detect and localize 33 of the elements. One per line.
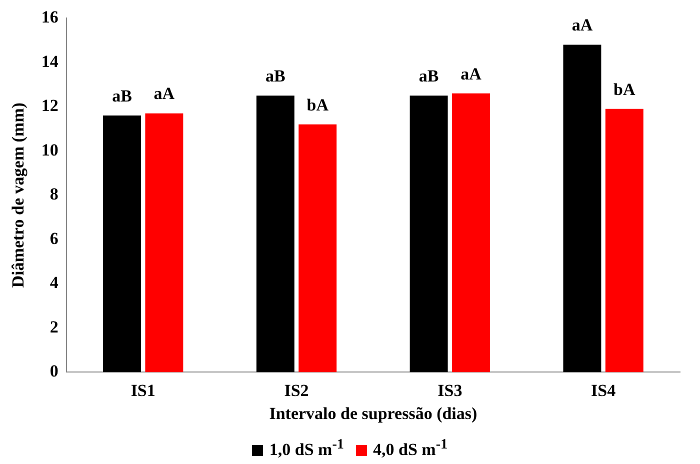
y-tick-label: 0 <box>50 362 58 381</box>
y-tick-label: 8 <box>50 184 58 204</box>
x-axis-title: Intervalo de supressão (dias) <box>269 404 478 424</box>
bar <box>605 108 644 372</box>
data-label: aA <box>572 16 594 35</box>
y-tick-label: 14 <box>41 52 59 71</box>
bar <box>256 96 294 372</box>
data-label: aB <box>418 66 439 86</box>
data-label: aB <box>265 66 286 86</box>
x-tick-label: IS1 <box>130 380 156 400</box>
bar <box>298 124 337 372</box>
x-tick-label: IS2 <box>284 380 309 400</box>
data-label: bA <box>614 80 636 99</box>
data-label: aB <box>112 86 132 106</box>
bar <box>145 113 184 372</box>
bar <box>563 44 602 372</box>
bar <box>452 93 490 372</box>
data-label: aA <box>154 84 176 104</box>
y-tick-label: 12 <box>41 96 58 116</box>
data-label: bA <box>306 95 330 114</box>
bar <box>103 116 141 372</box>
y-axis-title: Diâmetro de vagem (mm) <box>8 102 28 288</box>
y-tick-label: 10 <box>41 140 58 160</box>
x-tick-label: IS3 <box>438 380 462 400</box>
y-tick-label: 16 <box>41 8 58 27</box>
x-tick-label: IS4 <box>591 380 616 400</box>
bar <box>410 96 448 372</box>
data-label: aA <box>460 64 482 84</box>
legend-label: 4,0 dS m$^{-1}$ <box>373 436 448 459</box>
y-tick-label: 2 <box>50 317 58 336</box>
legend-label: 1,0 dS m$^{-1}$ <box>269 436 344 459</box>
y-tick-label: 6 <box>50 228 58 248</box>
y-tick-label: 4 <box>50 273 59 292</box>
